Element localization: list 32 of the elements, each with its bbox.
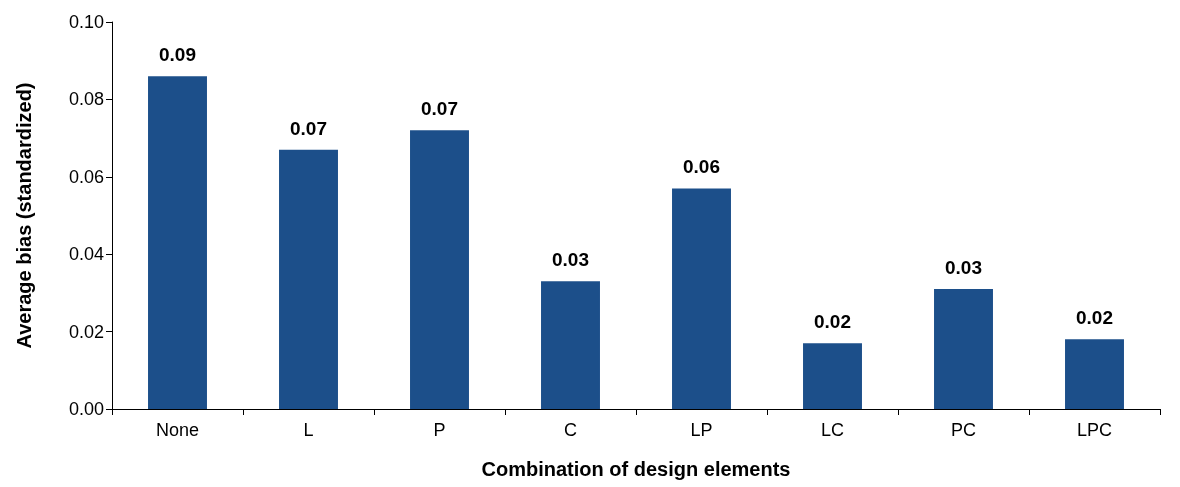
x-tick-label: LC <box>820 420 845 440</box>
y-tick-label: 0.08 <box>68 89 104 110</box>
y-tick-label: 0.06 <box>68 166 104 187</box>
bar <box>279 149 338 409</box>
data-label: 0.07 <box>290 117 327 139</box>
bar <box>410 130 469 409</box>
x-tick-label: PC <box>950 420 977 440</box>
data-label: 0.02 <box>814 311 851 333</box>
y-tick-label: 0.04 <box>68 244 104 265</box>
x-tick-label: LPC <box>1076 420 1113 440</box>
data-label: 0.03 <box>552 249 589 271</box>
x-tick-label: L <box>303 420 314 440</box>
x-tick-label: C <box>564 420 577 440</box>
bar <box>1065 339 1124 409</box>
bar <box>541 281 600 409</box>
data-label: 0.07 <box>421 98 458 120</box>
x-tick-label: None <box>155 420 200 440</box>
bar <box>672 188 731 409</box>
data-label: 0.02 <box>1076 307 1113 329</box>
x-tick-label: LP <box>690 420 713 440</box>
data-label: 0.09 <box>159 44 196 66</box>
x-tick-label: P <box>433 420 446 440</box>
y-tick-label: 0.10 <box>68 12 104 32</box>
data-label: 0.06 <box>683 156 720 178</box>
bar <box>148 76 207 409</box>
y-axis-title: Average bias (standardized) <box>13 82 35 349</box>
y-tick-label: 0.02 <box>68 321 104 342</box>
data-label: 0.03 <box>945 257 982 279</box>
bar <box>934 289 993 409</box>
y-tick-label: 0.00 <box>68 399 104 419</box>
bar <box>803 343 862 409</box>
x-axis-title: Combination of design elements <box>481 458 791 480</box>
